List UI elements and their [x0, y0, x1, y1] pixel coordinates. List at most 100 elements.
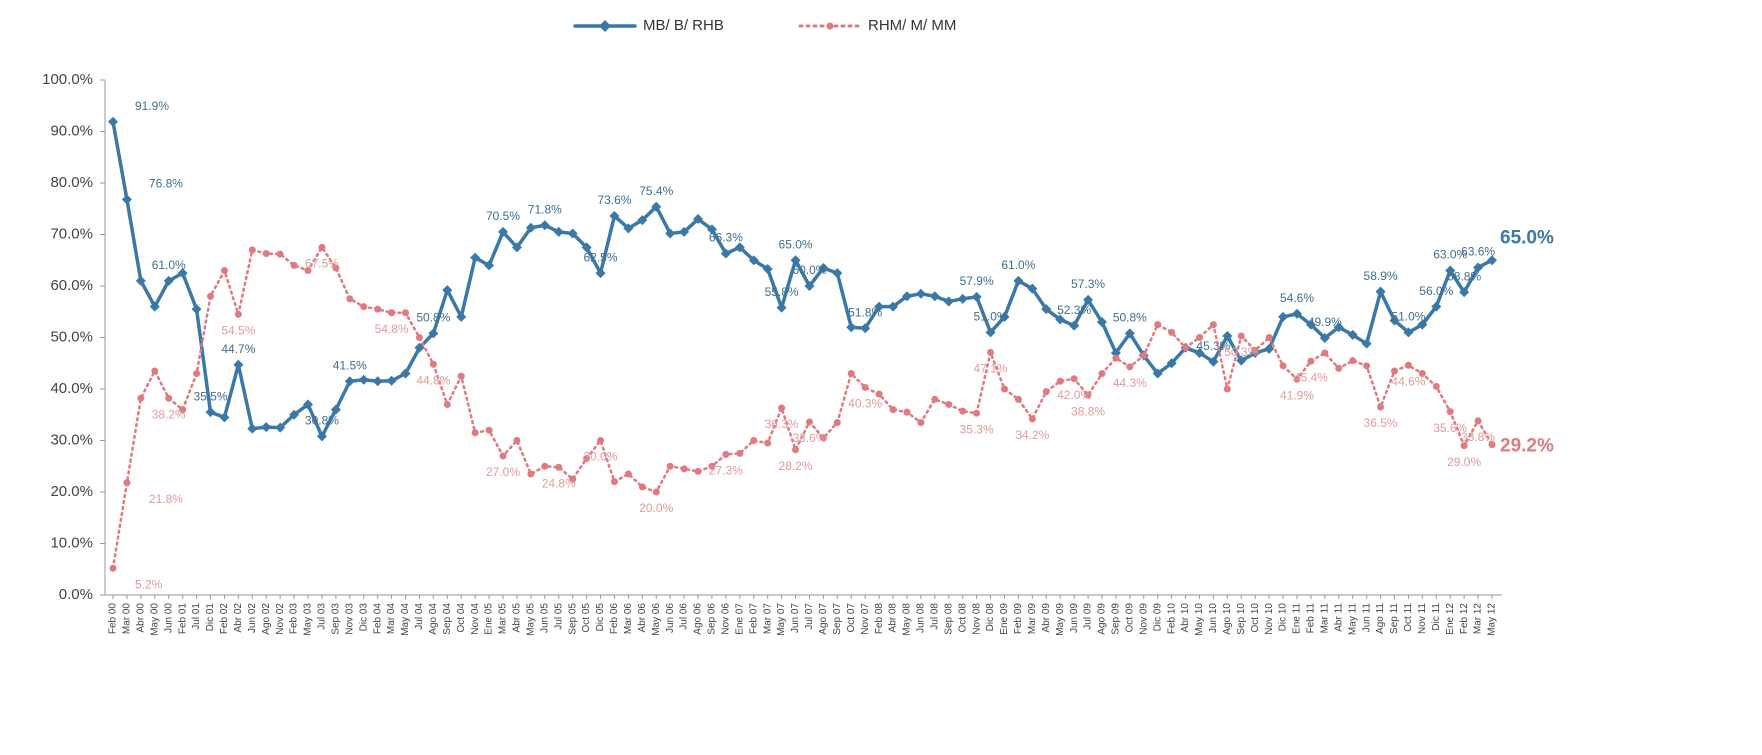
x-tick-label: Nov 04 — [470, 603, 481, 635]
data-point — [1208, 356, 1219, 367]
data-point — [999, 311, 1010, 322]
x-tick-label: Oct 09 — [1124, 603, 1135, 633]
data-point — [1154, 321, 1162, 329]
data-point — [1417, 319, 1428, 330]
data-label: 56.0% — [1419, 284, 1453, 298]
data-point — [680, 465, 688, 473]
data-point — [818, 262, 829, 273]
data-label: 50.8% — [1113, 311, 1147, 325]
data-label: 35.5% — [193, 389, 227, 403]
x-tick-label: Feb 00 — [108, 603, 119, 635]
x-tick-label: Dic 09 — [1152, 603, 1163, 632]
data-point — [736, 449, 744, 457]
x-tick-label: Dic 11 — [1431, 603, 1442, 631]
data-point — [374, 305, 382, 313]
x-tick-label: Mar 04 — [386, 603, 397, 635]
data-point — [219, 412, 230, 423]
data-point — [527, 470, 535, 478]
x-tick-label: Feb 07 — [748, 603, 759, 635]
data-point — [1195, 334, 1203, 341]
data-label: 91.9% — [135, 99, 169, 113]
x-tick-label: Jun 11 — [1361, 603, 1372, 633]
data-label: 44.6% — [1391, 374, 1425, 388]
data-point — [778, 404, 786, 412]
x-tick-label: Nov 10 — [1264, 603, 1275, 635]
x-tick-label: Feb 09 — [1013, 603, 1024, 635]
x-tick-label: Sep 03 — [331, 603, 342, 635]
x-tick-label: Jul 05 — [553, 603, 564, 630]
data-point — [569, 475, 577, 483]
data-point — [442, 285, 453, 296]
x-tick-label: Oct 11 — [1403, 603, 1414, 632]
data-point — [1349, 357, 1357, 365]
x-tick-label: Ago 11 — [1375, 603, 1386, 634]
x-tick-label: Nov 09 — [1138, 603, 1149, 635]
data-point — [583, 455, 591, 463]
data-label: 44.8% — [416, 373, 450, 387]
data-label: 51.0% — [1391, 310, 1425, 324]
data-point — [1460, 442, 1468, 450]
data-point — [903, 408, 911, 416]
x-tick-label: Ago 04 — [428, 603, 439, 635]
data-point — [1166, 358, 1177, 369]
data-point — [1389, 315, 1400, 326]
x-tick-label: Sep 04 — [442, 603, 453, 635]
data-point — [1140, 352, 1148, 360]
data-label: 67.5% — [305, 257, 339, 271]
data-point — [344, 376, 355, 387]
data-point — [945, 400, 953, 408]
data-point — [1096, 317, 1107, 328]
x-tick-label: Mar 06 — [623, 603, 634, 635]
data-point — [275, 422, 286, 433]
x-tick-label: Jun 00 — [163, 603, 174, 633]
data-label: 36.3% — [765, 417, 799, 431]
data-label: 62.5% — [584, 250, 618, 264]
data-point — [135, 275, 146, 286]
data-point — [233, 359, 244, 370]
x-tick-label: Jun 08 — [916, 603, 927, 633]
y-tick-label: 50.0% — [50, 328, 93, 345]
x-tick-label: Feb 01 — [177, 603, 188, 635]
x-tick-label: Abr 09 — [1041, 603, 1052, 633]
data-point — [261, 422, 272, 433]
data-label: 45.3% — [1196, 339, 1230, 353]
data-label: 58.9% — [1364, 269, 1398, 283]
data-point — [1473, 262, 1484, 273]
data-point — [665, 228, 676, 239]
data-point — [318, 243, 326, 251]
data-label: 70.5% — [486, 209, 520, 223]
data-label: 49.9% — [1308, 315, 1342, 329]
legend-marker — [826, 22, 834, 30]
data-label: 20.0% — [639, 501, 673, 515]
x-tick-label: Nov 03 — [344, 603, 355, 635]
x-tick-label: Feb 08 — [874, 603, 885, 635]
data-label: 33.8% — [1461, 430, 1495, 444]
x-tick-label: Abr 06 — [637, 603, 648, 633]
y-tick-label: 40.0% — [50, 380, 93, 397]
legend-label: MB/ B/ RHB — [643, 17, 724, 34]
x-tick-label: Nov 07 — [860, 603, 871, 635]
data-point — [109, 564, 117, 572]
x-tick-label: Jul 09 — [1083, 603, 1094, 630]
data-point — [819, 434, 827, 442]
data-label: 71.8% — [528, 202, 562, 216]
x-tick-label: Ago 10 — [1222, 603, 1233, 635]
data-label: 61.0% — [1001, 258, 1035, 272]
data-point — [555, 463, 563, 471]
data-point — [624, 470, 632, 478]
data-point — [1333, 322, 1344, 333]
data-label: 33.6% — [792, 431, 826, 445]
data-point — [1194, 347, 1205, 358]
data-point — [499, 452, 507, 460]
data-point — [415, 334, 423, 341]
data-label: 51.0% — [974, 310, 1008, 324]
data-point — [1431, 301, 1442, 312]
data-point — [358, 374, 369, 385]
x-tick-label: Sep 10 — [1236, 603, 1247, 635]
data-point — [1305, 319, 1316, 330]
data-point — [679, 226, 690, 237]
data-point — [1347, 329, 1358, 340]
data-point — [929, 291, 940, 302]
data-point — [1251, 346, 1259, 354]
